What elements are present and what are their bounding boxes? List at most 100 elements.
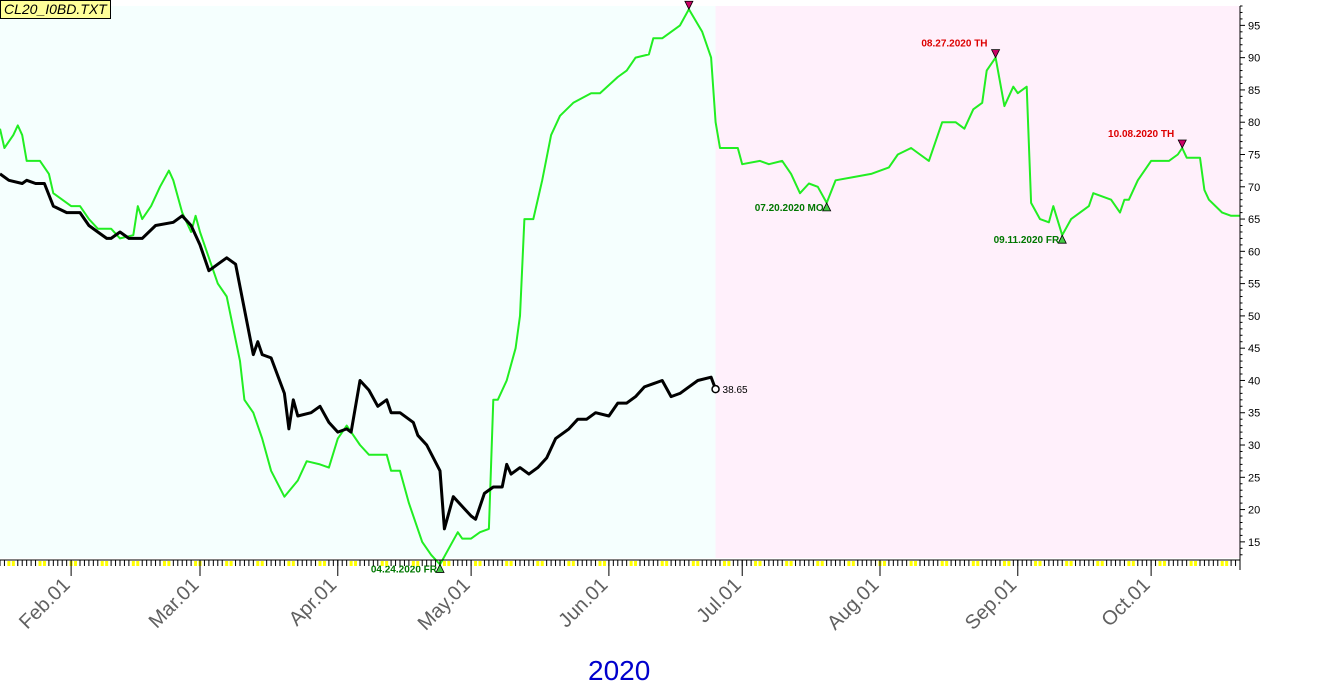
month-tick-label: Sep.01 (961, 574, 1021, 634)
weekend-tick (847, 561, 851, 566)
y-tick-label: 80 (1248, 117, 1260, 129)
weekend-tick (411, 561, 415, 566)
weekend-tick (660, 561, 664, 566)
weekend-tick (1189, 561, 1193, 566)
weekend-tick (1225, 561, 1229, 566)
y-tick-label: 25 (1248, 472, 1260, 484)
y-tick-label: 75 (1248, 149, 1260, 161)
y-tick-label: 45 (1248, 343, 1260, 355)
peak-label: 06.19.2020 FR (615, 0, 682, 1)
weekend-tick (322, 561, 326, 566)
weekend-tick (136, 561, 140, 566)
month-tick-label: Mar.01 (145, 574, 204, 633)
y-tick-label: 60 (1248, 246, 1260, 258)
weekend-tick (567, 561, 571, 566)
weekend-tick (1194, 561, 1198, 566)
trough-marker (435, 563, 445, 573)
weekend-tick (11, 561, 15, 566)
weekend-tick (509, 561, 513, 566)
weekend-tick (380, 561, 384, 566)
weekend-tick (1158, 561, 1162, 566)
weekend-tick (478, 561, 482, 566)
peak-marker (684, 0, 694, 11)
month-tick-label: Oct.01 (1097, 574, 1154, 631)
weekend-tick (945, 561, 949, 566)
weekend-tick (474, 561, 478, 566)
y-tick-label: 35 (1248, 408, 1260, 420)
month-tick-label: Aug.01 (823, 574, 883, 634)
weekend-tick (1065, 561, 1069, 566)
weekend-tick (447, 561, 451, 566)
weekend-tick (914, 561, 918, 566)
file-name-label: CL20_I0BD.TXT (0, 0, 111, 19)
trough-marker (822, 202, 832, 212)
weekend-tick (194, 561, 198, 566)
weekend-tick (105, 561, 109, 566)
x-axis: Feb.01 Mar.01 Apr.01 May.01 Jun.01 Jul.01 Aug.… (0, 559, 1241, 635)
series-line-price (0, 172, 718, 531)
weekend-tick (727, 561, 731, 566)
weekend-tick (131, 561, 135, 566)
weekend-tick (602, 561, 606, 566)
peak-marker (990, 49, 1001, 59)
weekend-tick (442, 561, 446, 566)
weekend-tick (38, 561, 42, 566)
weekend-tick (256, 561, 260, 566)
history-background (0, 6, 716, 558)
weekend-tick (758, 561, 762, 566)
weekend-tick (7, 561, 11, 566)
weekend-tick (971, 561, 975, 566)
series-group: 38.65 (0, 8, 1240, 566)
annotations-group: 04.24.2020 FR 06.19.2020 FR 07.20.2020 MO 0… (371, 0, 1187, 575)
weekend-tick (349, 561, 353, 566)
weekend-tick (1162, 561, 1166, 566)
y-tick-label: 50 (1248, 311, 1260, 323)
y-tick-label: 70 (1248, 182, 1260, 194)
weekend-tick (851, 561, 855, 566)
weekend-tick (260, 561, 264, 566)
peak-label: 10.08.2020 TH (1108, 129, 1174, 140)
peak-label: 08.27.2020 TH (921, 39, 987, 50)
weekend-tick (722, 561, 726, 566)
weekend-tick (287, 561, 291, 566)
year-label: 2020 (588, 655, 651, 686)
weekend-tick (598, 561, 602, 566)
weekend-tick (1038, 561, 1042, 566)
weekend-tick (1034, 561, 1038, 566)
weekend-tick (354, 561, 358, 566)
month-tick-label: May.01 (414, 574, 475, 635)
weekend-tick (691, 561, 695, 566)
weekend-tick (1100, 561, 1104, 566)
weekend-tick (1007, 561, 1011, 566)
weekend-tick (100, 561, 104, 566)
y-axis: 15 20 25 30 35 40 45 50 55 60 65 70 75 80 85 90 95 (1239, 5, 1260, 570)
weekend-tick (1127, 561, 1131, 566)
y-tick-label: 20 (1248, 505, 1260, 517)
weekend-tick (1220, 561, 1224, 566)
peak-marker (1177, 139, 1187, 149)
weekend-tick (665, 561, 669, 566)
weekend-tick (162, 561, 166, 566)
weekend-tick (229, 561, 233, 566)
weekend-tick (1069, 561, 1073, 566)
y-tick-label: 15 (1248, 537, 1260, 549)
weekend-tick (540, 561, 544, 566)
weekend-tick (754, 561, 758, 566)
trough-marker (1057, 234, 1067, 244)
weekend-tick (571, 561, 575, 566)
weekend-tick (976, 561, 980, 566)
trough-label: 04.24.2020 FR (371, 564, 438, 575)
weekend-tick (291, 561, 295, 566)
weekend-tick (74, 561, 78, 566)
month-tick-label: Apr.01 (285, 574, 341, 630)
y-tick-label: 40 (1248, 375, 1260, 387)
weekend-tick (940, 561, 944, 566)
weekend-tick (789, 561, 793, 566)
weekend-tick (1096, 561, 1100, 566)
forecast-background (715, 6, 1240, 558)
last-price-label: 38.65 (723, 385, 748, 396)
weekend-tick (909, 561, 913, 566)
trough-label: 07.20.2020 MO (755, 203, 824, 214)
y-tick-label: 65 (1248, 214, 1260, 226)
y-tick-label: 90 (1248, 53, 1260, 65)
